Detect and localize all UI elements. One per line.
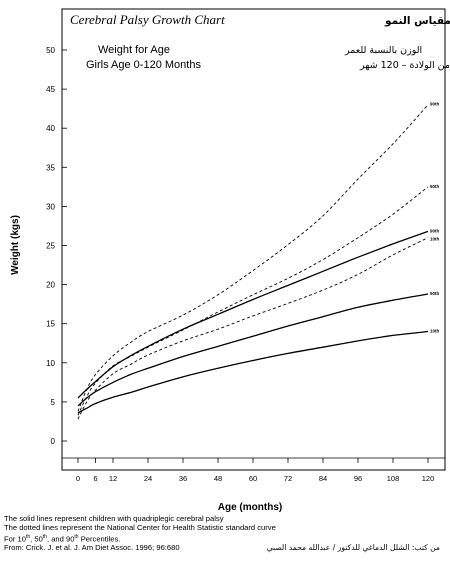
subtitle-arabic-line2: الفتيات من الولادة – 120 شهر <box>359 60 450 71</box>
footer-credit-arabic: من كتب: الشلل الدماغي للدكتور / عبدالله … <box>266 543 440 552</box>
x-tick-label: 72 <box>284 474 292 483</box>
chart-title: Cerebral Palsy Growth Chart <box>70 12 225 27</box>
series-label: 10th <box>430 237 440 242</box>
series-line-solid-50th <box>77 293 429 407</box>
chart-frame <box>61 8 446 471</box>
series-line-dotted-90th <box>77 104 429 412</box>
x-axis-title: Age (months) <box>218 502 282 513</box>
x-tick-label: 96 <box>354 474 362 483</box>
growth-chart: Cerebral Palsy Growth Chart الشلل الدماغ… <box>10 8 450 513</box>
subtitle-line2: Girls Age 0-120 Months <box>86 59 201 71</box>
subtitle-arabic-line1: الوزن بالنسبة للعمر <box>344 45 422 56</box>
y-tick-label: 50 <box>46 46 55 55</box>
x-tick-label: 24 <box>144 474 152 483</box>
series-lines <box>77 104 429 420</box>
series-line-dotted-10th <box>77 237 429 420</box>
series-label: 90th <box>430 228 440 233</box>
y-tick-label: 5 <box>51 398 56 407</box>
y-tick-label: 10 <box>46 359 55 368</box>
x-tick-label: 6 <box>93 474 97 483</box>
x-tick-label: 48 <box>214 474 222 483</box>
series-label: 50th <box>430 184 440 189</box>
footer-note-solid: The solid lines represent children with … <box>4 514 224 523</box>
x-tick-label: 108 <box>387 474 400 483</box>
series-line-dotted-50th <box>77 186 429 416</box>
y-axis-title: Weight (kgs) <box>10 215 21 275</box>
x-tick-label: 60 <box>249 474 257 483</box>
y-axis-ticks: 0 5 10 15 20 25 30 35 40 45 50 <box>46 46 67 446</box>
series-label: 10th <box>430 329 440 334</box>
series-label: 50th <box>430 291 440 296</box>
footer-note-dotted: The dotted lines represent the National … <box>4 523 276 532</box>
x-tick-label: 0 <box>76 474 80 483</box>
footer-citation: From: Crick. J. et al. J. Am Diet Assoc.… <box>4 543 180 552</box>
series-labels: 90th 50th 10th 90th 50th 10th <box>430 102 440 334</box>
series-label: 90th <box>430 102 440 107</box>
x-tick-label: 84 <box>319 474 327 483</box>
subtitle-line1: Weight for Age <box>98 44 170 56</box>
y-tick-label: 20 <box>46 281 55 290</box>
x-tick-label: 36 <box>179 474 187 483</box>
x-tick-label: 12 <box>109 474 117 483</box>
y-tick-label: 15 <box>46 320 55 329</box>
x-tick-label: 120 <box>422 474 435 483</box>
x-axis-ticks: 0 6 12 24 36 48 60 72 84 96 108 120 <box>76 458 434 483</box>
footer-note-percentiles: For 10th, 50th, and 90th Percentiles. <box>4 534 121 544</box>
series-line-solid-10th <box>77 330 429 414</box>
y-tick-label: 35 <box>46 163 55 172</box>
series-line-solid-90th <box>77 230 429 399</box>
y-tick-label: 30 <box>46 202 55 211</box>
y-tick-label: 45 <box>46 85 55 94</box>
y-tick-label: 25 <box>46 242 55 251</box>
chart-title-arabic: الشلل الدماغي – مقياس النمو <box>384 15 450 27</box>
y-tick-label: 0 <box>51 437 56 446</box>
y-tick-label: 40 <box>46 124 55 133</box>
